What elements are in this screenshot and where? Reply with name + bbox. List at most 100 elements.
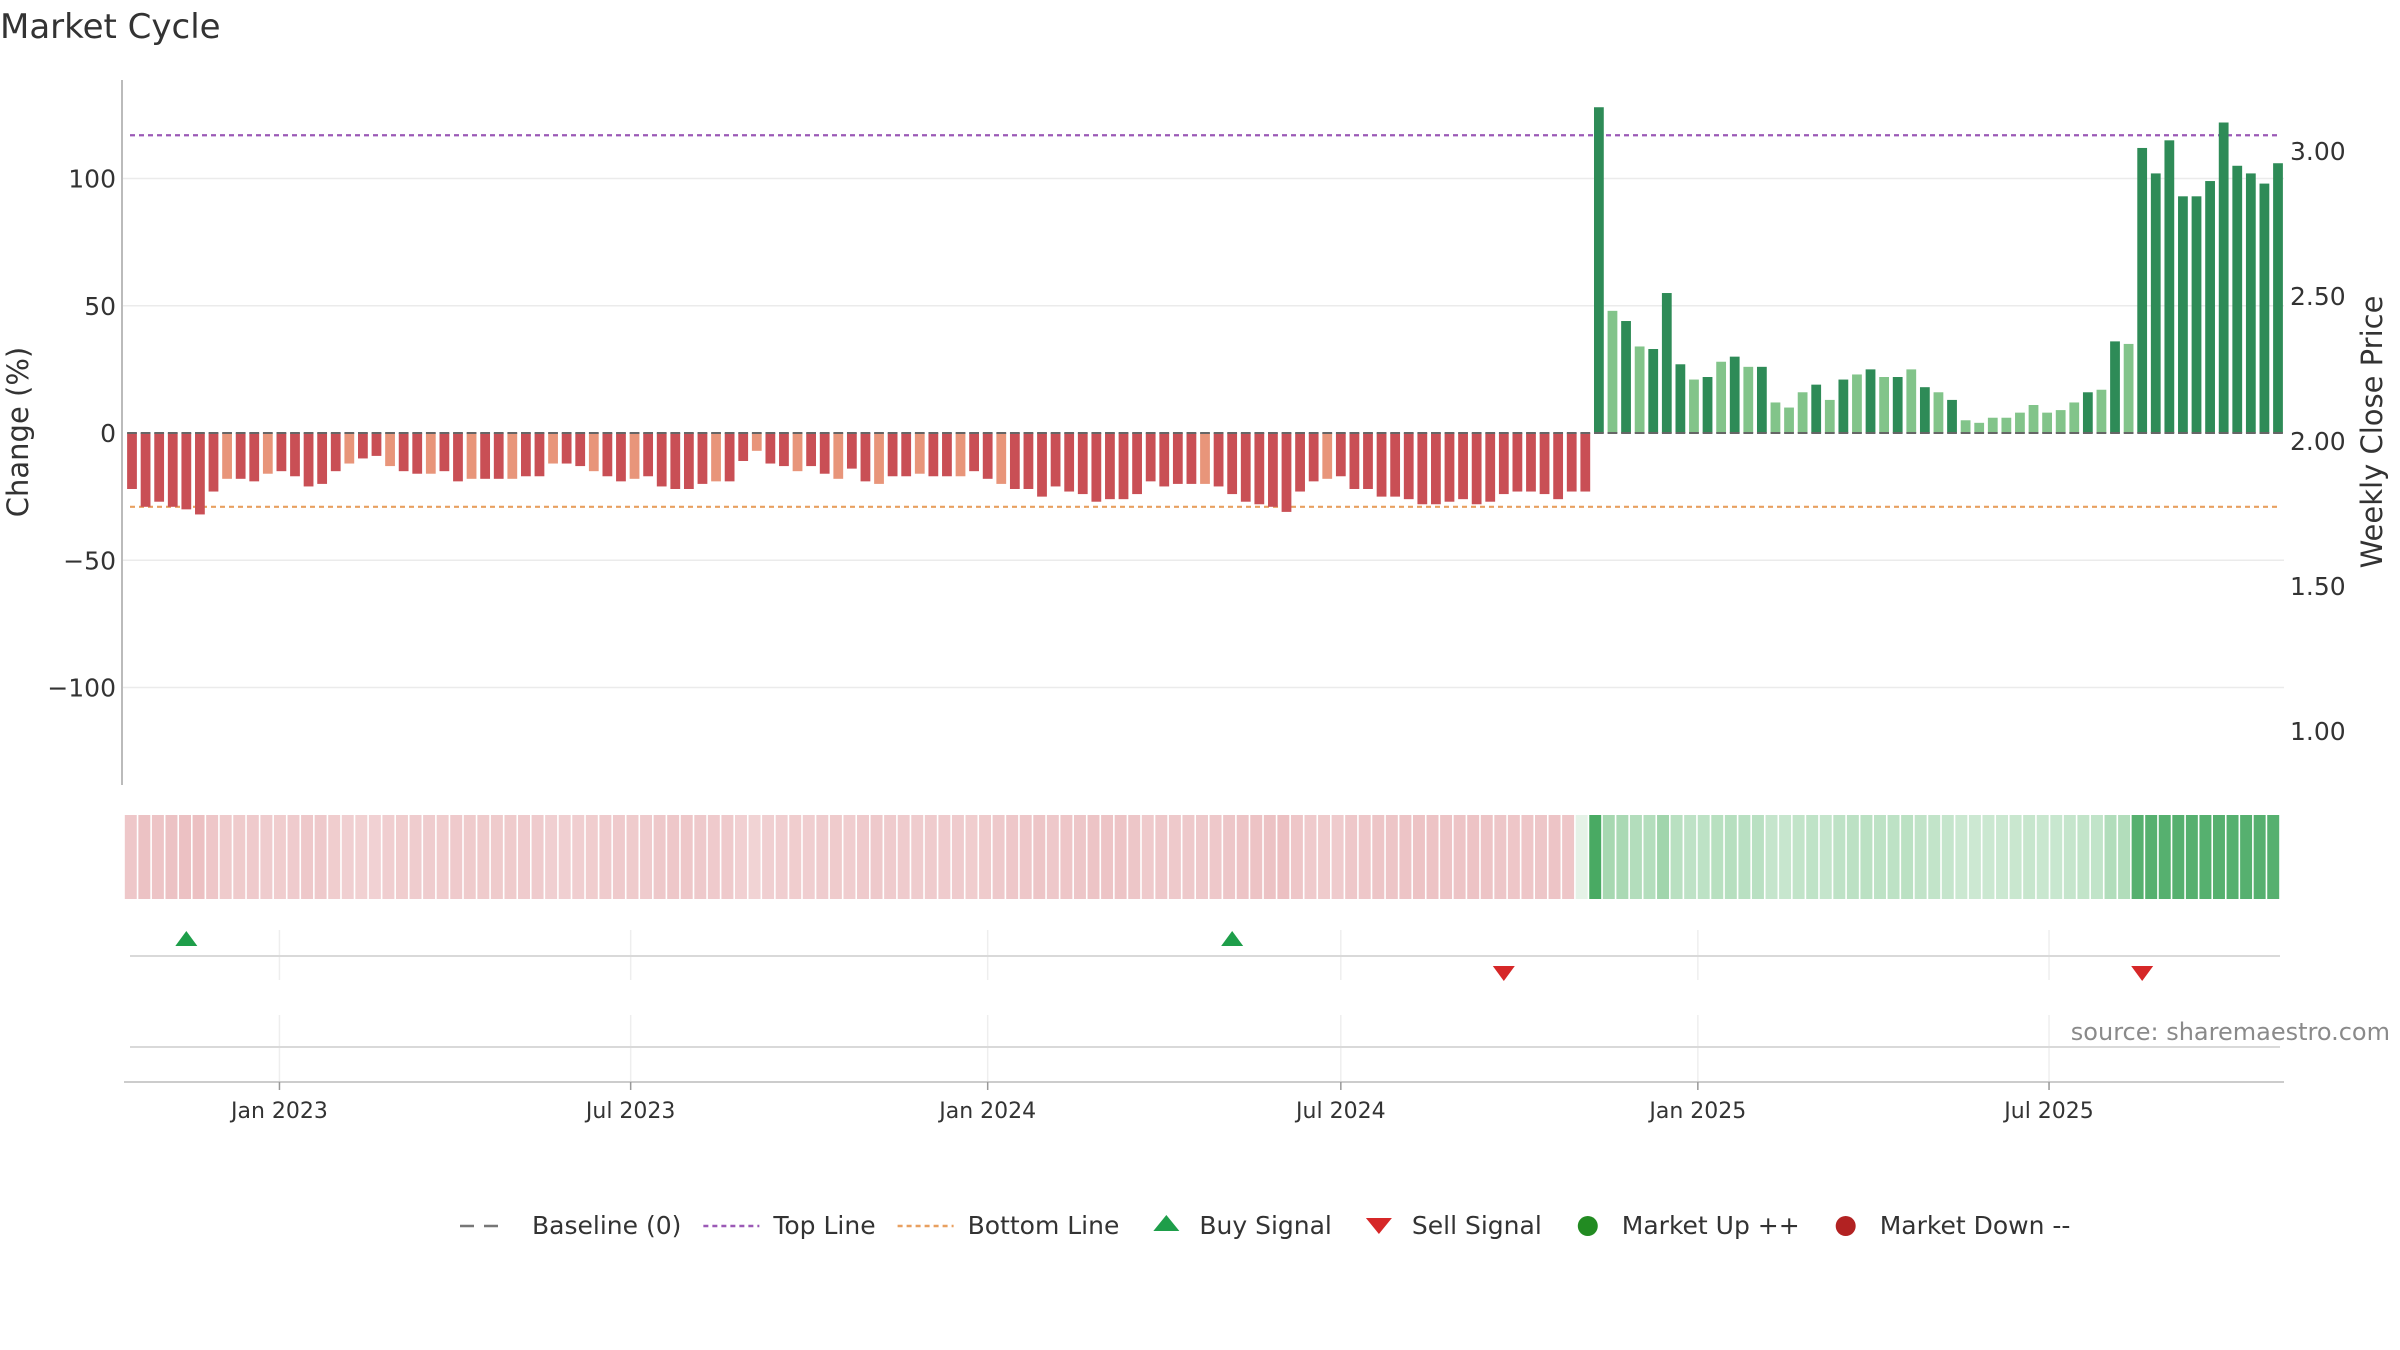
bar (1566, 433, 1577, 492)
bar (1172, 433, 1183, 484)
strip-cell (1006, 815, 1019, 899)
bar (2178, 196, 2188, 433)
strip-cell (1589, 815, 1602, 899)
strip-cell (2185, 815, 2198, 899)
bar (371, 433, 382, 456)
strip-cell (1724, 815, 1737, 899)
bar (928, 433, 939, 477)
strip-cell (2104, 815, 2117, 899)
bar (1526, 433, 1536, 492)
strip-cell (2226, 815, 2239, 899)
strip-cell (1846, 815, 1859, 899)
legend-label: Market Up ++ (1622, 1211, 1800, 1240)
bar (2137, 147, 2148, 433)
strip-cell (1263, 815, 1276, 899)
strip-cell (938, 815, 951, 899)
bar (1145, 433, 1156, 482)
x-tick-label: Jan 2023 (229, 1099, 328, 1124)
strip-cell (1372, 815, 1385, 899)
strip-cell (1860, 815, 1873, 899)
strip-cell (531, 815, 544, 899)
bar (602, 433, 613, 477)
bar (1593, 107, 1604, 434)
bar (1770, 402, 1781, 433)
legend-label: Sell Signal (1412, 1211, 1542, 1240)
bar (317, 433, 328, 484)
bar (779, 433, 789, 467)
strip-cell (992, 815, 1005, 899)
strip-cell (2158, 815, 2171, 899)
bar (751, 433, 762, 451)
y-tick-label: 50 (84, 292, 116, 321)
bar (493, 433, 504, 479)
strip-cell (721, 815, 734, 899)
strip-cell (558, 815, 571, 899)
strip-cell (748, 815, 761, 899)
strip-cell (1806, 815, 1819, 899)
strip-cell (1196, 815, 1208, 899)
strip-cell (1440, 815, 1453, 899)
bar (1879, 377, 1890, 433)
strip-cell (382, 815, 395, 899)
bar (711, 433, 721, 482)
strip-cell (328, 815, 341, 899)
bar (2150, 173, 2161, 433)
strip-cell (1250, 815, 1263, 899)
bar (2028, 405, 2039, 433)
bar (860, 433, 871, 482)
strip-cell (1480, 815, 1493, 899)
strip-cell (1019, 815, 1032, 899)
strip-cell (802, 815, 815, 899)
bar (1050, 433, 1061, 487)
bar (1784, 407, 1794, 433)
strip-cell (1548, 815, 1561, 899)
bar (1824, 399, 1835, 433)
grid-lines (122, 177, 2284, 689)
strip-cell (1901, 815, 1914, 899)
bar (1037, 433, 1047, 497)
strip-cell (2077, 815, 2090, 899)
strip-cell (1128, 815, 1141, 899)
bar (1933, 392, 1944, 433)
bar (874, 433, 884, 484)
bar (235, 433, 246, 479)
bar (1865, 369, 1876, 433)
bar (1471, 433, 1482, 505)
bar (2069, 402, 2080, 433)
strip-cell (1236, 815, 1249, 899)
strip-cell (1697, 815, 1710, 899)
strip-cell (1738, 815, 1751, 899)
strip-cell (124, 815, 137, 899)
legend-item: Market Up ++ (1577, 1211, 1800, 1240)
strip-cell (585, 815, 598, 899)
bar (738, 433, 749, 461)
bar (1512, 433, 1523, 492)
bar (2232, 165, 2243, 433)
bar (656, 433, 667, 487)
bar (2110, 341, 2120, 433)
strip-cell (1602, 815, 1615, 899)
strip-cell (273, 815, 286, 899)
bar (1023, 433, 1034, 489)
strip-cell (436, 815, 449, 899)
bar (2055, 410, 2066, 433)
strip-cell (2240, 815, 2253, 899)
legend-label: Buy Signal (1199, 1211, 1332, 1240)
strip-cell (314, 815, 327, 899)
strip-cell (477, 815, 490, 899)
bar (1458, 433, 1468, 500)
strip-cell (762, 815, 775, 899)
strip-cell (490, 815, 503, 899)
bar (1363, 433, 1373, 489)
strip-cell (2267, 815, 2280, 899)
y-axis-label: Change (%) (1, 347, 35, 517)
strip-cell (734, 815, 747, 899)
bar (765, 433, 776, 464)
strip-cell (2050, 815, 2063, 899)
strip-cell (1182, 815, 1195, 899)
x-tick-label: Jan 2025 (1647, 1099, 1746, 1124)
bar (887, 433, 898, 477)
sell-signal-marker (1492, 966, 1515, 981)
strip-cell (1277, 815, 1290, 899)
bar (833, 433, 844, 479)
